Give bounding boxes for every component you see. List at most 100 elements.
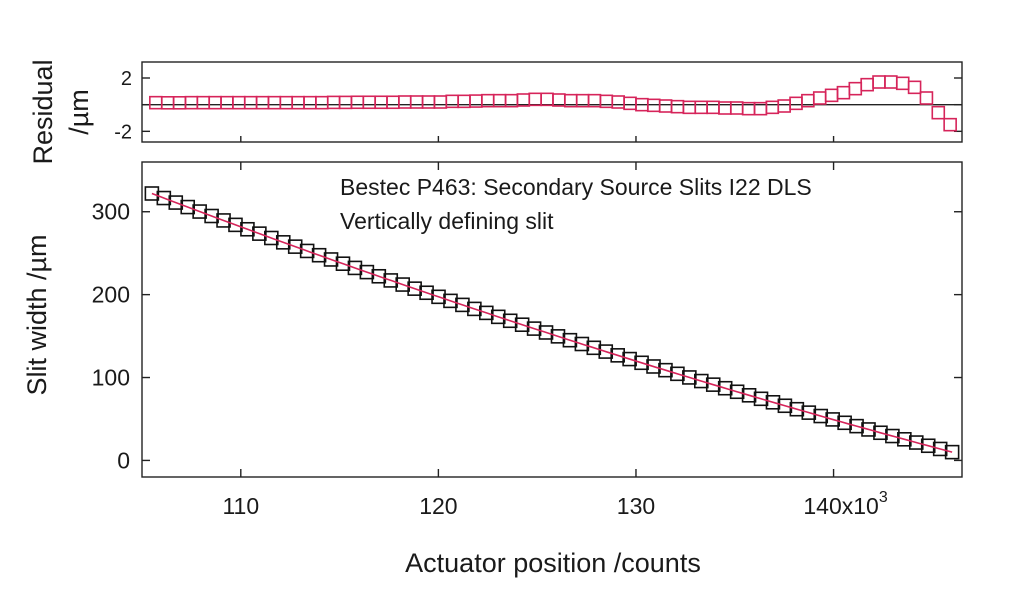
slit-width-point	[216, 213, 231, 228]
slit-width-point	[897, 431, 912, 447]
slit-width-point	[514, 317, 530, 333]
slit-width-point	[538, 325, 554, 340]
residual-point	[208, 95, 222, 110]
slit-width-point	[479, 305, 494, 321]
slit-width-point	[932, 441, 948, 457]
residual-point	[824, 88, 839, 103]
slit-width-point	[455, 297, 470, 313]
slit-width-point	[861, 422, 876, 437]
residual-point	[409, 95, 424, 109]
slit-width-point	[873, 425, 888, 441]
residual-point	[812, 91, 827, 105]
residual-point	[777, 99, 791, 113]
residual-point	[931, 105, 946, 120]
residual-point	[243, 95, 258, 110]
residual-point	[860, 77, 874, 92]
slit-width-point	[622, 351, 637, 367]
slit-width-point	[693, 373, 709, 389]
slit-width-point	[287, 239, 303, 254]
residual-point	[433, 95, 448, 109]
slit-width-point	[837, 415, 852, 431]
slit-width-point	[144, 186, 160, 201]
slit-width-point	[574, 336, 590, 352]
slit-width-point	[407, 281, 422, 296]
slit-width-point	[240, 221, 255, 237]
residual-ylabel-line1: Residual	[28, 59, 58, 164]
residual-point	[836, 85, 851, 100]
slit-width-point	[705, 377, 721, 392]
residual-point	[232, 95, 246, 110]
slit-width-point	[359, 264, 375, 280]
residual-point	[184, 95, 199, 110]
slit-width-point	[347, 260, 363, 276]
main-plot-frame	[141, 161, 963, 478]
slit-width-point	[264, 230, 279, 246]
slit-width-point	[550, 329, 566, 344]
residual-plot-frame	[141, 61, 963, 143]
residual-y-tick-label: -2	[114, 121, 132, 143]
slit-width-point	[311, 247, 327, 263]
slit-width-point	[753, 391, 769, 407]
residual-point	[149, 95, 163, 110]
residual-point	[457, 94, 471, 109]
slit-width-point	[395, 277, 411, 292]
slit-width-point	[228, 217, 243, 233]
residual-point	[694, 100, 708, 115]
residual-point	[362, 95, 377, 110]
residual-point	[895, 76, 910, 91]
residual-point	[172, 96, 187, 110]
residual-point	[326, 95, 341, 110]
residual-point	[729, 101, 744, 115]
residual-point	[315, 95, 329, 110]
residual-point	[670, 99, 685, 114]
residual-point	[540, 92, 554, 107]
main-y-ticks: 0 100 200 300	[92, 199, 962, 473]
slit-width-point	[180, 199, 196, 215]
slit-width-point	[371, 268, 387, 284]
residual-point	[160, 96, 175, 110]
residual-point	[706, 100, 720, 115]
residual-point	[682, 100, 697, 115]
residual-y-tick-label: 2	[121, 68, 132, 90]
residual-point	[291, 95, 305, 110]
residual-point	[350, 95, 365, 110]
slit-width-point	[490, 309, 506, 325]
residual-point	[599, 94, 614, 109]
residual-panel: 2 -2 Residual /µm	[28, 59, 963, 165]
residual-point	[919, 91, 934, 105]
slit-width-point	[717, 380, 733, 396]
slit-width-point	[646, 359, 661, 374]
slit-width-point	[168, 195, 184, 210]
slit-width-point	[789, 401, 805, 417]
slit-width-point	[944, 444, 960, 460]
residual-point	[611, 95, 625, 109]
slit-width-point	[335, 256, 351, 272]
slit-width-point	[598, 344, 614, 359]
slit-width-point	[825, 412, 840, 427]
residual-point	[220, 95, 234, 110]
residual-point	[765, 100, 780, 115]
slit-width-point	[849, 418, 864, 434]
slit-width-point	[562, 332, 578, 348]
residual-point	[528, 92, 543, 107]
chart-title: Bestec P463: Secondary Source Slits I22 …	[340, 174, 812, 200]
residual-point	[789, 96, 803, 111]
residual-point	[718, 101, 732, 115]
slit-width-point	[252, 226, 267, 241]
slit-width-point	[908, 435, 924, 450]
main-panel: 0 100 200 300 110 120 130 140x103 Bestec P463:…	[22, 136, 963, 578]
x-tick-label: 120	[419, 493, 457, 519]
residual-point	[386, 95, 400, 110]
residual-point	[196, 95, 211, 110]
slit-width-point	[419, 285, 434, 301]
slit-width-point	[920, 438, 936, 454]
chart-subtitle: Vertically defining slit	[340, 208, 554, 234]
residual-point	[445, 94, 460, 109]
residual-point	[848, 81, 863, 96]
slit-width-points	[144, 186, 960, 460]
slit-width-point	[885, 428, 900, 444]
main-x-ticks: 110 120 130 140x103	[222, 136, 888, 519]
y-tick-label: 100	[92, 365, 130, 391]
slit-width-point	[192, 204, 207, 219]
x-tick-label: 130	[617, 493, 655, 519]
